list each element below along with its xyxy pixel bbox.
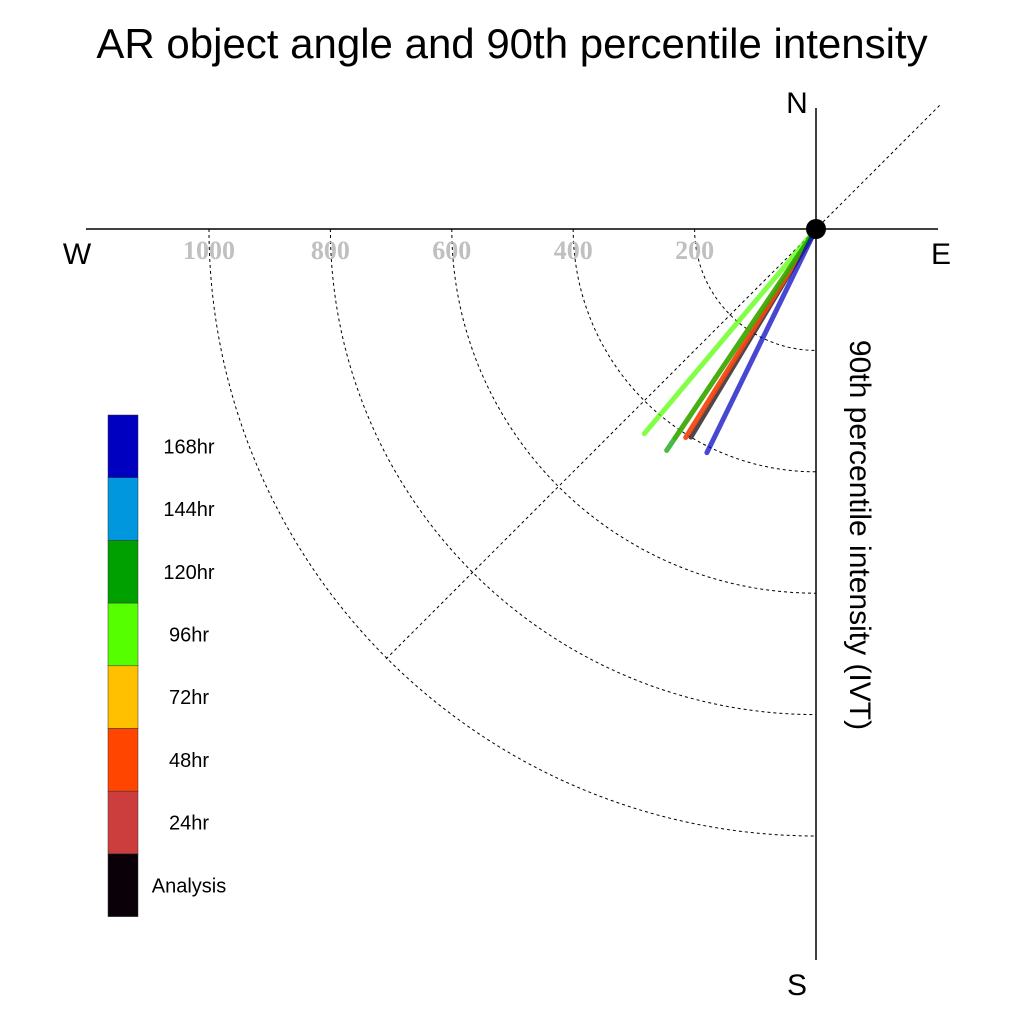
south-label: S (787, 969, 807, 1002)
west-label: W (63, 238, 92, 271)
legend-swatch-144hr (107, 477, 139, 541)
legend-label: 72hr (169, 687, 209, 709)
legend-swatch-analysis (107, 853, 139, 917)
chart-title: AR object angle and 90th percentile inte… (96, 20, 927, 67)
legend-swatch-24hr (107, 790, 139, 855)
legend-swatch-120hr (107, 540, 139, 604)
vector-line-168hr (704, 226, 819, 456)
vector-lines (641, 226, 819, 456)
range-arc (451, 228, 817, 594)
radial-tick-label: 1000 (183, 236, 235, 265)
north-label: N (786, 87, 808, 120)
range-arc (694, 228, 817, 351)
vector-line-96hr (641, 226, 819, 437)
legend-label: 24hr (169, 813, 209, 835)
range-arc (208, 228, 817, 837)
y-axis-label: 90th percentile intensity (IVT) (843, 340, 876, 730)
axes-layer (86, 104, 941, 960)
legend-label: Analysis (152, 875, 226, 897)
radial-tick-labels: 1000 800 600 400 200 (183, 236, 714, 265)
legend-swatch-72hr (107, 665, 139, 729)
radial-tick-label: 400 (554, 236, 593, 265)
legend-label: 120hr (163, 562, 214, 584)
range-arc (329, 228, 817, 716)
legend-swatch-48hr (107, 728, 139, 792)
grid-layer (208, 228, 817, 837)
radial-tick-label: 200 (675, 236, 714, 265)
legend-swatch-96hr (107, 602, 139, 667)
diagonal-guide (385, 104, 941, 660)
legend-label: 168hr (163, 436, 214, 458)
legend-label: 48hr (169, 750, 209, 772)
legend-label: 96hr (169, 624, 209, 646)
east-label: E (931, 238, 951, 271)
legend: 168hr 144hr 120hr 96hr 72hr 48hr 24hr Analysis (107, 414, 226, 917)
radial-tick-label: 600 (432, 236, 471, 265)
legend-label: 144hr (163, 499, 214, 521)
legend-swatch-168hr (107, 414, 139, 478)
vector-line-120hr (664, 226, 819, 453)
range-arc (572, 228, 817, 473)
origin-marker (806, 219, 826, 239)
radial-tick-label: 800 (311, 236, 350, 265)
